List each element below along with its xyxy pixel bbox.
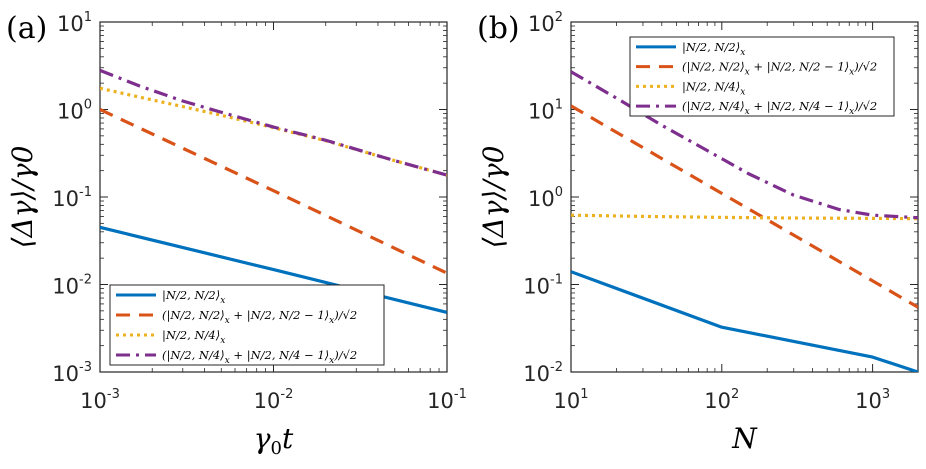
legend-label-2: (|N/2, N/2⟩x​ + |N/2, N/2 − 1⟩x​)/√2 <box>162 308 357 326</box>
y-axis-label: ⟨Δγ⟩/γ0 <box>6 146 39 249</box>
x-tick-label: 10-1 <box>427 387 467 413</box>
legend-label-3: |N/2, N/4⟩x​ <box>162 328 225 346</box>
legend-label-1: |N/2, N/2⟩x​ <box>162 288 225 306</box>
legend-label-4: (|N/2, N/4⟩x​ + |N/2, N/4 − 1⟩x​)/√2 <box>682 99 877 117</box>
x-tick-label: 101 <box>553 387 588 413</box>
y-tick-label: 10-2 <box>52 273 92 299</box>
legend-label-3: |N/2, N/4⟩x​ <box>682 79 745 97</box>
legend-label-1: |N/2, N/2⟩x​ <box>682 40 745 58</box>
series-line-3 <box>571 213 918 221</box>
series-line-2 <box>571 104 918 309</box>
minor-ticks <box>100 22 447 372</box>
minor-ticks <box>571 22 918 372</box>
series-group <box>100 68 447 314</box>
legend-box <box>629 36 895 117</box>
x-tick-label: 102 <box>704 387 739 413</box>
series-line-1 <box>100 225 447 314</box>
y-tick-label: 10-3 <box>52 360 92 386</box>
major-ticks <box>99 21 448 373</box>
series-line-4 <box>100 68 447 177</box>
y-tick-label: 100 <box>528 185 563 211</box>
x-axis-label: γ0t <box>254 422 294 459</box>
legend: |N/2, N/2⟩x​ (|N/2, N/2⟩x​ + |N/2, N/2 − … <box>109 284 385 366</box>
chart-panel-b: 101 102 103 10-2 10-1 100 101 102 (b) N ⟨Δγ⟩/γ0 |N/… <box>477 10 919 455</box>
legend: |N/2, N/2⟩x​ (|N/2, N/2⟩x​ + |N/2, N/2 − … <box>629 36 895 117</box>
legend-label-2: (|N/2, N/2⟩x​ + |N/2, N/2 − 1⟩x​)/√2 <box>682 60 877 78</box>
y-tick-label: 10-2 <box>523 360 563 386</box>
x-tick-label: 10-2 <box>254 387 294 413</box>
legend-label-4: (|N/2, N/4⟩x​ + |N/2, N/4 − 1⟩x​)/√2 <box>162 348 357 366</box>
chart-panel-a: 10-3 10-2 10-1 10-3 10-2 10-1 100 101 (a) γ0t ⟨Δγ⟩… <box>6 10 467 459</box>
x-tick-label: 10-3 <box>80 387 120 413</box>
legend-box <box>109 284 385 366</box>
y-tick-label: 10-1 <box>52 185 92 211</box>
y-tick-label: 101 <box>57 10 92 36</box>
y-tick-label: 102 <box>528 10 563 36</box>
panel-label: (a) <box>6 11 47 46</box>
series-line-1 <box>571 270 918 372</box>
y-tick-label: 101 <box>528 98 563 124</box>
series-line-2 <box>100 108 447 275</box>
y-tick-label: 100 <box>57 98 92 124</box>
x-tick-label: 103 <box>855 387 890 413</box>
y-axis-label: ⟨Δγ⟩/γ0 <box>477 146 510 249</box>
x-axis-label: N <box>731 422 758 455</box>
y-tick-label: 10-1 <box>523 273 563 299</box>
panel-label: (b) <box>477 11 520 46</box>
